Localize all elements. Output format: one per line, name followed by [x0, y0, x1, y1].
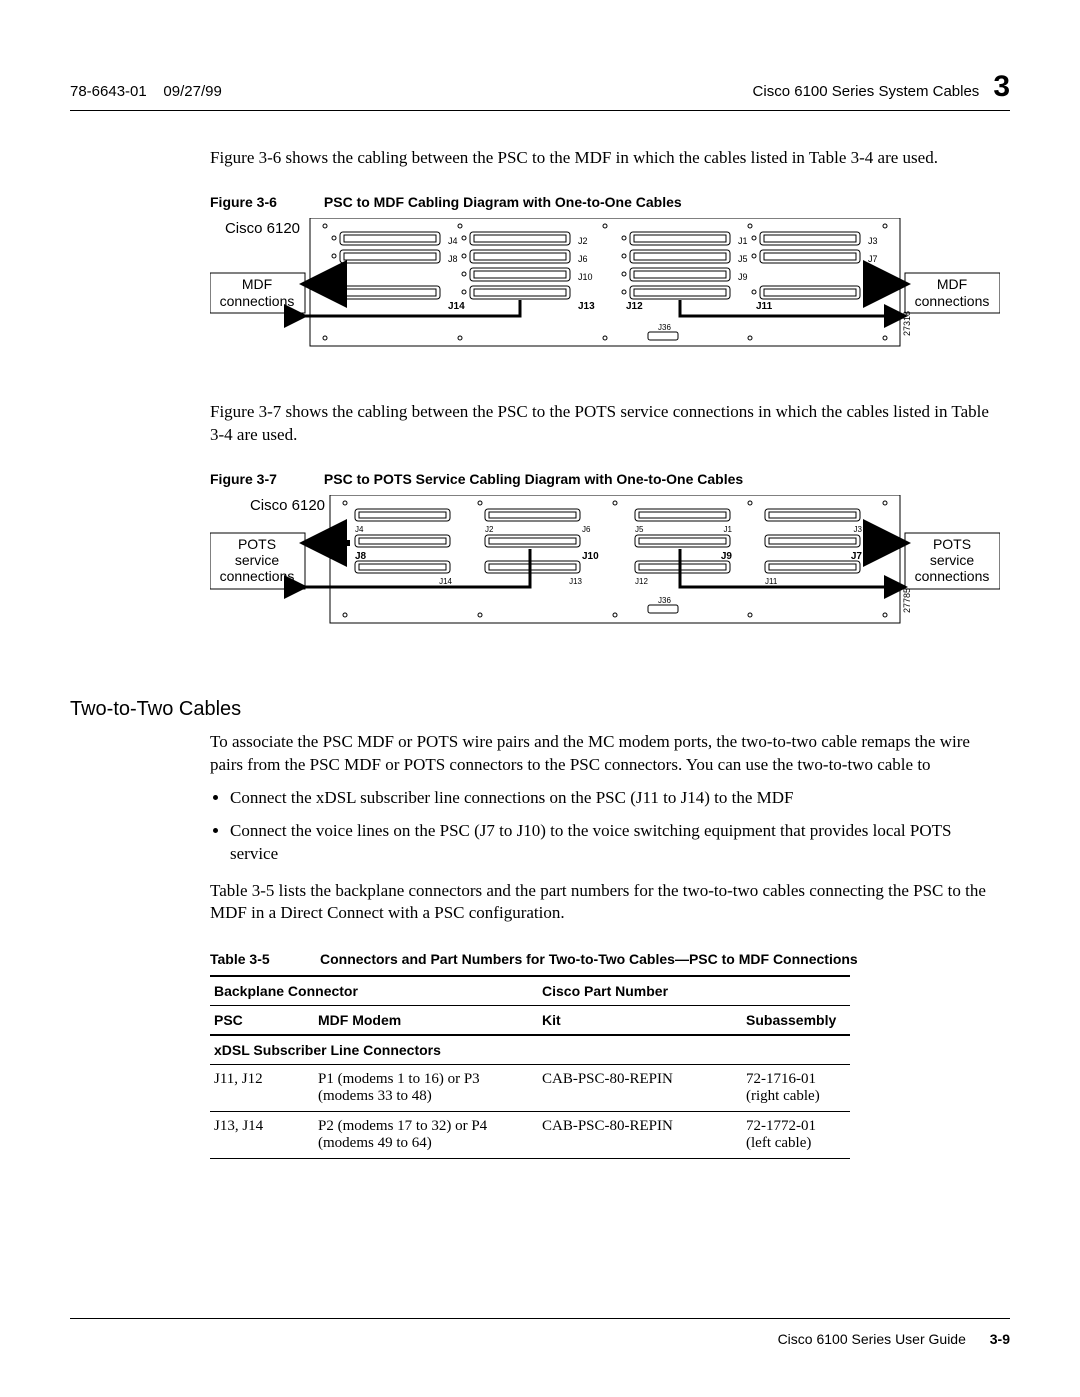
page-footer: Cisco 6100 Series User Guide 3-9 [778, 1331, 1010, 1347]
svg-text:J11: J11 [765, 577, 778, 586]
svg-text:connections: connections [915, 568, 990, 584]
paragraph-4: Table 3-5 lists the backplane connectors… [210, 880, 1000, 926]
svg-text:J12: J12 [635, 577, 648, 586]
cell-psc: J11, J12 [210, 1065, 314, 1112]
footer-guide: Cisco 6100 Series User Guide [778, 1331, 966, 1347]
svg-text:27318: 27318 [902, 311, 912, 336]
svg-text:J10: J10 [578, 272, 593, 282]
svg-text:J7: J7 [851, 551, 863, 562]
svg-text:J7: J7 [868, 254, 878, 264]
doc-date: 09/27/99 [163, 83, 221, 100]
svg-text:J5: J5 [738, 254, 748, 264]
svg-text:Cisco 6120: Cisco 6120 [250, 497, 325, 514]
svg-text:MDF: MDF [937, 276, 967, 292]
th-kit: Kit [538, 1006, 742, 1036]
table-section-xdsl: xDSL Subscriber Line Connectors [210, 1035, 850, 1065]
cell-psc: J13, J14 [210, 1112, 314, 1159]
svg-text:27785: 27785 [902, 588, 912, 613]
figure-3-6-diagram: Cisco 6120 MDF connections MDF connectio… [210, 218, 1010, 373]
paragraph-1: Figure 3-6 shows the cabling between the… [210, 147, 1000, 170]
svg-text:J10: J10 [582, 551, 599, 562]
footer-rule [70, 1318, 1010, 1319]
svg-text:J1: J1 [738, 236, 748, 246]
figure-3-6-caption: Figure 3-6 PSC to MDF Cabling Diagram wi… [210, 194, 1010, 210]
svg-text:J6: J6 [582, 525, 591, 534]
paragraph-3: To associate the PSC MDF or POTS wire pa… [210, 731, 1000, 777]
svg-text:connections: connections [220, 293, 295, 309]
cell-sub: 72-1772-01 (left cable) [742, 1112, 850, 1159]
figure-3-7-caption: Figure 3-7 PSC to POTS Service Cabling D… [210, 471, 1010, 487]
th-backplane: Backplane Connector [210, 976, 538, 1006]
cell-sub: 72-1716-01 (right cable) [742, 1065, 850, 1112]
svg-text:J14: J14 [448, 301, 465, 312]
svg-text:J8: J8 [448, 254, 458, 264]
chapter-number: 3 [993, 70, 1010, 104]
svg-text:connections: connections [915, 293, 990, 309]
svg-text:J14: J14 [439, 577, 452, 586]
figure-3-7-diagram: Cisco 6120 POTS service connections POTS… [210, 495, 1010, 650]
section-heading-two-to-two: Two-to-Two Cables [70, 698, 1010, 721]
svg-text:POTS: POTS [238, 536, 276, 552]
svg-text:J5: J5 [635, 525, 644, 534]
bullet-1: Connect the xDSL subscriber line connect… [230, 787, 1000, 810]
svg-text:POTS: POTS [933, 536, 971, 552]
svg-text:J11: J11 [756, 301, 773, 312]
svg-text:MDF: MDF [242, 276, 272, 292]
figure-title: PSC to MDF Cabling Diagram with One-to-O… [324, 194, 682, 210]
paragraph-2: Figure 3-7 shows the cabling between the… [210, 401, 1000, 447]
th-psc: PSC [210, 1006, 314, 1036]
svg-text:service: service [235, 552, 280, 568]
svg-text:J6: J6 [578, 254, 588, 264]
figure-label: Figure 3-7 [210, 471, 320, 487]
svg-text:J13: J13 [569, 577, 582, 586]
th-mdf: MDF Modem [314, 1006, 538, 1036]
svg-text:J8: J8 [355, 551, 367, 562]
footer-page: 3-9 [990, 1331, 1010, 1347]
svg-text:J9: J9 [721, 551, 733, 562]
table-3-5: Backplane Connector Cisco Part Number PS… [210, 975, 850, 1159]
table-row: J11, J12 P1 (modems 1 to 16) or P3 (mode… [210, 1065, 850, 1112]
cell-mdf: P2 (modems 17 to 32) or P4 (modems 49 to… [314, 1112, 538, 1159]
table-title: Connectors and Part Numbers for Two-to-T… [320, 951, 858, 967]
svg-text:J1: J1 [724, 525, 733, 534]
svg-text:J36: J36 [658, 596, 671, 605]
svg-text:J4: J4 [355, 525, 364, 534]
svg-text:service: service [930, 552, 975, 568]
svg-text:J3: J3 [854, 525, 863, 534]
svg-text:J2: J2 [485, 525, 494, 534]
svg-text:J3: J3 [868, 236, 878, 246]
svg-text:J2: J2 [578, 236, 588, 246]
page-header: 78-6643-01 09/27/99 Cisco 6100 Series Sy… [70, 70, 1010, 111]
bullet-list-wrap: Connect the xDSL subscriber line connect… [210, 787, 1000, 866]
bullet-2: Connect the voice lines on the PSC (J7 t… [230, 820, 1000, 866]
svg-text:J12: J12 [626, 301, 643, 312]
figure-title: PSC to POTS Service Cabling Diagram with… [324, 471, 743, 487]
doc-id: 78-6643-01 [70, 83, 147, 100]
fig36-device-label: Cisco 6120 [225, 220, 300, 237]
header-left: 78-6643-01 09/27/99 [70, 83, 222, 100]
cell-kit: CAB-PSC-80-REPIN [538, 1112, 742, 1159]
table-label: Table 3-5 [210, 951, 320, 967]
svg-text:J36: J36 [658, 323, 671, 332]
header-right: Cisco 6100 Series System Cables 3 [753, 70, 1010, 104]
th-partnum: Cisco Part Number [538, 976, 850, 1006]
table-3-5-caption: Table 3-5 Connectors and Part Numbers fo… [210, 951, 1010, 967]
th-sub: Subassembly [742, 1006, 850, 1036]
svg-text:connections: connections [220, 568, 295, 584]
table-row: J13, J14 P2 (modems 17 to 32) or P4 (mod… [210, 1112, 850, 1159]
section-title: Cisco 6100 Series System Cables [753, 83, 980, 100]
bullet-list: Connect the xDSL subscriber line connect… [210, 787, 1000, 866]
figure-label: Figure 3-6 [210, 194, 320, 210]
cell-kit: CAB-PSC-80-REPIN [538, 1065, 742, 1112]
svg-text:J9: J9 [738, 272, 748, 282]
cell-mdf: P1 (modems 1 to 16) or P3 (modems 33 to … [314, 1065, 538, 1112]
svg-text:J4: J4 [448, 236, 458, 246]
svg-text:J13: J13 [578, 301, 595, 312]
